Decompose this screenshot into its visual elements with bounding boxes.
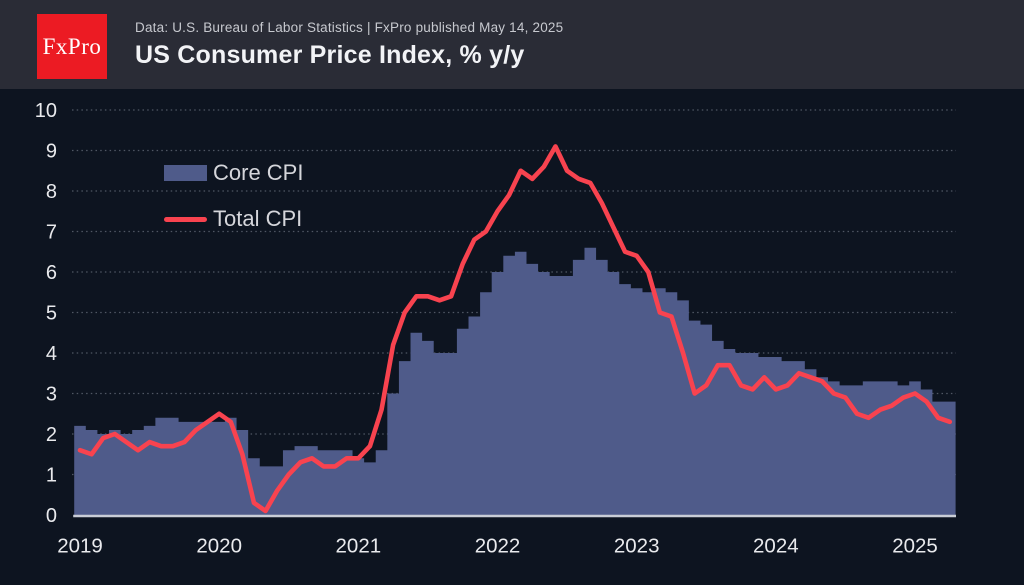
y-tick-label-4: 4 <box>46 343 57 365</box>
x-tick-label-2019: 2019 <box>57 535 103 558</box>
y-tick-label-5: 5 <box>46 303 57 325</box>
x-tick-label-2024: 2024 <box>753 535 799 558</box>
y-tick-label-3: 3 <box>46 384 57 406</box>
legend-item-core-cpi: Core CPI <box>164 159 303 187</box>
y-tick-label-6: 6 <box>46 262 57 284</box>
total-cpi-label: Total CPI <box>213 206 303 231</box>
chart-legend: Core CPI Total CPI <box>164 159 303 233</box>
total-cpi-swatch <box>164 216 207 222</box>
core-cpi-area <box>74 247 956 515</box>
x-tick-label-2022: 2022 <box>475 535 521 558</box>
chart-source-note: Data: U.S. Bureau of Labor Statistics | … <box>135 20 564 35</box>
header-bar: FxPro Data: U.S. Bureau of Labor Statist… <box>0 0 1024 89</box>
x-tick-label-2020: 2020 <box>196 535 242 558</box>
y-tick-label-7: 7 <box>46 222 57 244</box>
x-tick-label-2023: 2023 <box>614 535 660 558</box>
legend-item-total-cpi: Total CPI <box>164 205 303 233</box>
y-tick-label-1: 1 <box>46 465 57 487</box>
core-cpi-label: Core CPI <box>213 160 304 185</box>
fxpro-logo-text: FxPro <box>42 33 102 59</box>
x-tick-label-2021: 2021 <box>336 535 382 558</box>
fxpro-logo: FxPro <box>37 14 107 79</box>
y-tick-label-2: 2 <box>46 424 57 446</box>
total-cpi-line <box>77 144 953 514</box>
y-tick-label-10: 10 <box>35 100 57 122</box>
y-tick-label-9: 9 <box>46 141 57 163</box>
page-title: US Consumer Price Index, % y/y <box>135 41 525 69</box>
header-text-block: Data: U.S. Bureau of Labor Statistics | … <box>135 20 563 70</box>
core-cpi-swatch <box>164 165 207 181</box>
x-tick-label-2025: 2025 <box>892 535 938 558</box>
y-tick-label-8: 8 <box>46 181 57 203</box>
y-tick-label-0: 0 <box>46 505 57 527</box>
